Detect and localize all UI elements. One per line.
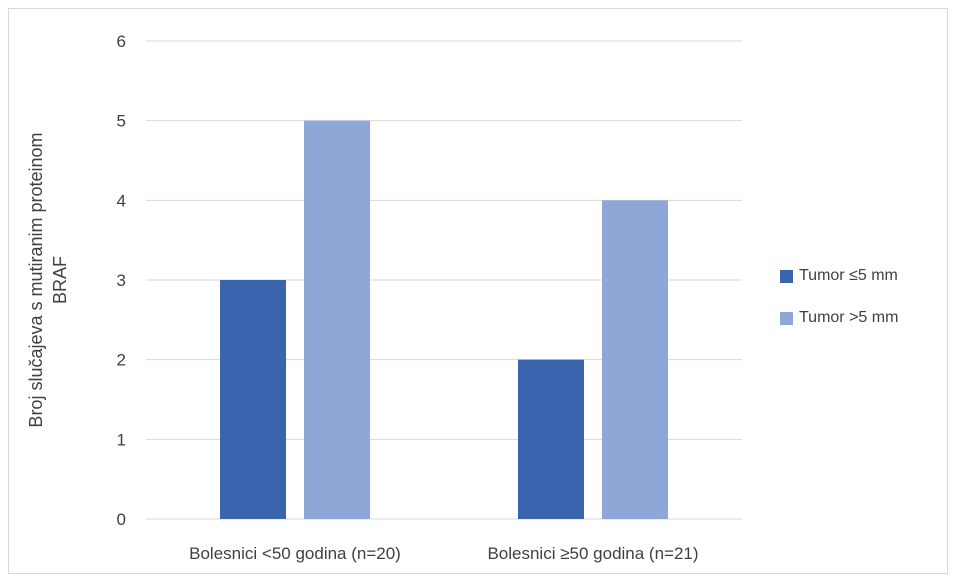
x-tick-labels: Bolesnici <50 godina (n=20) Bolesnici ≥50… — [189, 544, 698, 563]
legend-swatch — [780, 311, 793, 325]
legend-item-series-2: Tumor >5 mm — [780, 308, 898, 328]
chart-frame — [8, 8, 948, 574]
bar — [220, 280, 286, 519]
bars — [220, 120, 668, 520]
bar — [304, 120, 370, 520]
y-tick-label: 0 — [117, 510, 126, 529]
y-tick-label: 5 — [117, 112, 126, 131]
x-tick-label: Bolesnici ≥50 godina (n=21) — [487, 544, 698, 563]
y-tick-label: 1 — [117, 430, 126, 449]
bar — [602, 200, 668, 520]
y-axis-title-line-2: BRAF — [50, 256, 70, 304]
y-axis-title-line-1: Broj slučajeva s mutiranim proteinom — [26, 132, 46, 427]
legend-label: Tumor >5 mm — [799, 309, 899, 326]
y-tick-label: 6 — [117, 32, 126, 51]
legend-label: Tumor ≤5 mm — [799, 267, 898, 284]
y-tick-label: 4 — [117, 191, 126, 210]
y-tick-labels: 0 1 2 3 4 5 6 — [117, 32, 126, 529]
x-tick-label: Bolesnici <50 godina (n=20) — [189, 544, 401, 563]
legend: Tumor ≤5 mm Tumor >5 mm — [780, 266, 898, 350]
y-tick-label: 2 — [117, 351, 126, 370]
y-tick-label: 3 — [117, 271, 126, 290]
y-axis-title: Broj slučajeva s mutiranim proteinom BRA… — [26, 132, 70, 427]
legend-swatch — [780, 269, 793, 283]
bar — [518, 359, 584, 519]
legend-item-series-1: Tumor ≤5 mm — [780, 266, 898, 286]
